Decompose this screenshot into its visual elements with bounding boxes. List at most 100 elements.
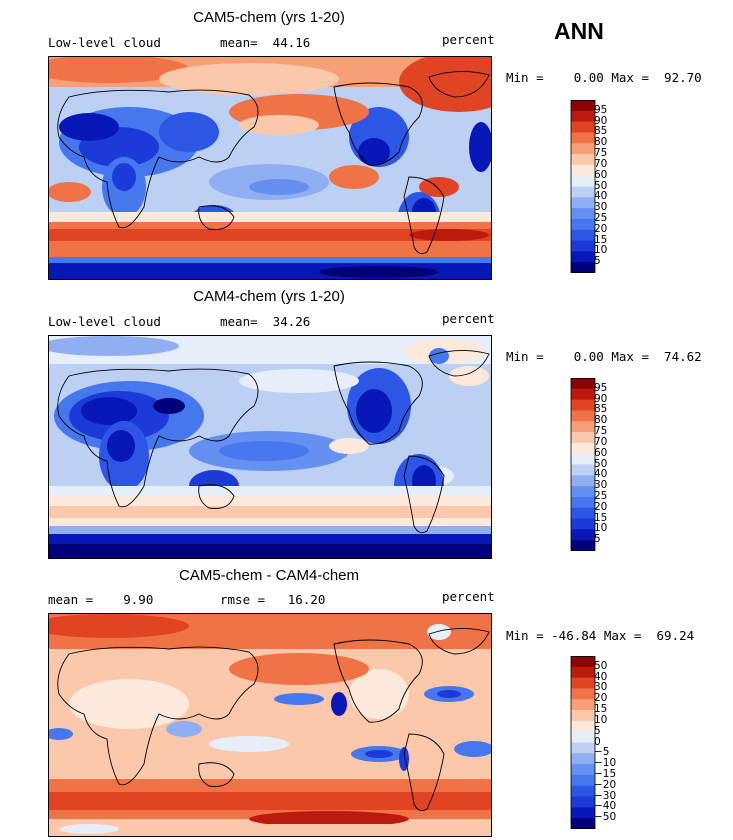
colorbar-swatch [571, 666, 595, 679]
colorbar-swatch [571, 656, 595, 668]
colorbar-frame [570, 378, 596, 551]
colorbar-tick-label: 95 [594, 381, 608, 394]
colorbar-tick-label: 10 [594, 713, 608, 726]
colorbar-tick-label: 5 [594, 724, 601, 737]
colorbar-swatch [571, 464, 595, 476]
colorbar-swatch [571, 710, 595, 722]
colorbar-swatch [571, 251, 595, 263]
panel1-colorbar: 95 90 85 80 75 70 60 50 40 30 25 20 15 10 5 [570, 100, 630, 275]
colorbar-swatch [571, 677, 595, 689]
colorbar-tick-label: −50 [594, 811, 617, 824]
panel2-variable: Low-level cloud [48, 314, 161, 329]
panel3-rmse: rmse = 16.20 [220, 592, 326, 607]
colorbar-swatch [571, 818, 595, 829]
panel1-variable: Low-level cloud [48, 35, 161, 50]
colorbar-swatch [571, 442, 595, 455]
colorbar-swatch [571, 186, 595, 198]
colorbar-swatch [571, 100, 595, 112]
colorbar-tick-label: 75 [594, 425, 608, 438]
colorbar-swatch [571, 240, 595, 252]
colorbar-swatch [571, 496, 595, 509]
season-label: ANN [554, 18, 604, 44]
colorbar-tick-label: 95 [594, 103, 608, 116]
colorbar-swatch [571, 475, 595, 487]
panel1-map [48, 56, 492, 280]
colorbar-tick-label: 50 [594, 457, 608, 470]
colorbar-tick-label: −30 [594, 789, 617, 802]
colorbar-tick-label: 5 [594, 533, 601, 546]
colorbar-tick-label: 80 [594, 414, 608, 427]
panel2-minmax: Min = 0.00 Max = 74.62 [506, 349, 702, 364]
colorbar-swatch [571, 507, 595, 520]
colorbar-tick-label: −10 [594, 757, 617, 770]
colorbar-frame [570, 100, 596, 273]
colorbar-tick-label: 20 [594, 692, 608, 705]
panel1-title: CAM5-chem (yrs 1-20) [193, 9, 345, 26]
colorbar-swatch [571, 175, 595, 187]
colorbar-tick-label: 60 [594, 168, 608, 181]
panel1-mean: mean= 44.16 [220, 35, 311, 50]
colorbar-swatch [571, 410, 595, 422]
colorbar-tick-label: −5 [594, 746, 610, 759]
panel2-units: percent [442, 311, 495, 326]
colorbar-tick-label: 10 [594, 522, 608, 535]
colorbar-tick-label: 5 [594, 255, 601, 268]
colorbar-swatch [571, 143, 595, 155]
colorbar-tick-label: 85 [594, 403, 608, 416]
colorbar-tick-label: 15 [594, 233, 608, 246]
colorbar-swatch [571, 540, 595, 551]
panel2-mean: mean= 34.26 [220, 314, 311, 329]
colorbar-swatch [571, 785, 595, 798]
colorbar-swatch [571, 121, 595, 133]
colorbar-tick-label: 20 [594, 500, 608, 513]
colorbar-tick-label: 15 [594, 511, 608, 524]
colorbar-swatch [571, 378, 595, 390]
colorbar-swatch [571, 262, 595, 273]
colorbar-swatch [571, 229, 595, 242]
colorbar-swatch [571, 699, 595, 711]
colorbar-swatch [571, 197, 595, 209]
colorbar-tick-label: 0 [594, 735, 601, 748]
colorbar-swatch [571, 774, 595, 787]
colorbar-swatch [571, 218, 595, 231]
colorbar-swatch [571, 208, 595, 220]
colorbar-tick-label: 90 [594, 114, 608, 127]
colorbar-swatch [571, 796, 595, 808]
colorbar-tick-label: 80 [594, 136, 608, 149]
colorbar-swatch [571, 110, 595, 123]
colorbar-tick-label: 40 [594, 190, 608, 203]
colorbar-tick-label: 10 [594, 244, 608, 257]
panel1-minmax: Min = 0.00 Max = 92.70 [506, 70, 702, 85]
colorbar-swatch [571, 154, 595, 166]
colorbar-swatch [571, 807, 595, 819]
colorbar-swatch [571, 453, 595, 465]
colorbar-tick-label: 70 [594, 157, 608, 170]
colorbar-tick-label: 30 [594, 479, 608, 492]
panel2-colorbar: 95 90 85 80 75 70 60 50 40 30 25 20 15 10 5 [570, 378, 630, 553]
panel3-minmax: Min = -46.84 Max = 69.24 [506, 628, 695, 643]
colorbar-swatch [571, 421, 595, 433]
colorbar-tick-label: −20 [594, 778, 617, 791]
colorbar-tick-label: 70 [594, 435, 608, 448]
colorbar-tick-label: 30 [594, 201, 608, 214]
colorbar-swatch [571, 764, 595, 776]
colorbar-tick-label: 50 [594, 659, 608, 672]
colorbar-swatch [571, 742, 595, 754]
colorbar-tick-label: 40 [594, 670, 608, 683]
colorbar-tick-label: 25 [594, 489, 608, 502]
colorbar-swatch [571, 529, 595, 541]
colorbar-swatch [571, 518, 595, 530]
colorbar-frame [570, 656, 596, 829]
panel1-units: percent [442, 32, 495, 47]
colorbar-swatch [571, 753, 595, 765]
colorbar-swatch [571, 731, 595, 743]
colorbar-swatch [571, 720, 595, 733]
colorbar-swatch [571, 399, 595, 411]
colorbar-swatch [571, 388, 595, 401]
colorbar-tick-label: −40 [594, 800, 617, 813]
colorbar-tick-label: 90 [594, 392, 608, 405]
colorbar-swatch [571, 132, 595, 144]
colorbar-tick-label: 60 [594, 446, 608, 459]
colorbar-tick-label: 30 [594, 681, 608, 694]
panel3-title: CAM5-chem - CAM4-chem [178, 567, 360, 584]
